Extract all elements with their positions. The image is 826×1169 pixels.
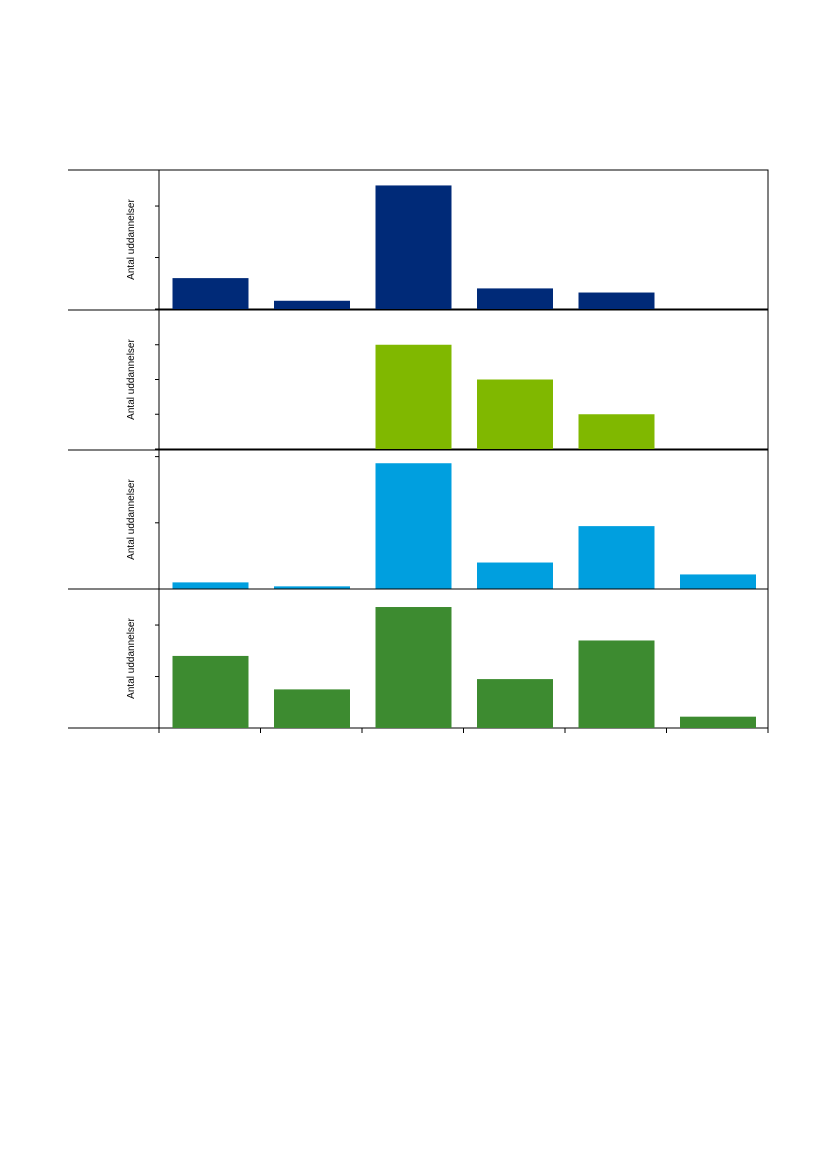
bar-4-3 bbox=[375, 607, 452, 728]
bar-3-3 bbox=[375, 463, 452, 589]
bar-3-1 bbox=[172, 582, 249, 589]
bar-2-3 bbox=[375, 344, 452, 449]
bar-3-5 bbox=[578, 526, 655, 589]
bar-3-6 bbox=[680, 574, 756, 589]
plot-frame-1 bbox=[158, 169, 769, 310]
plot-frame-3 bbox=[158, 449, 769, 590]
bar-4-5 bbox=[578, 640, 655, 728]
y-axis-label-1: Antal uddannelser bbox=[126, 199, 137, 280]
bar-4-1 bbox=[172, 655, 249, 728]
bar-3-4 bbox=[477, 562, 553, 589]
plot-frame-2 bbox=[158, 309, 769, 450]
y-axis-label-4: Antal uddannelser bbox=[126, 618, 137, 699]
bar-1-5 bbox=[578, 292, 655, 309]
bar-1-2 bbox=[274, 300, 350, 309]
plot-frame-4 bbox=[158, 588, 769, 729]
bar-4-2 bbox=[274, 689, 350, 728]
bar-3-2 bbox=[274, 586, 350, 589]
y-axis-label-2: Antal uddannelser bbox=[126, 339, 137, 420]
bar-1-1 bbox=[172, 278, 249, 309]
bar-4-4 bbox=[477, 679, 553, 728]
bar-4-6 bbox=[680, 716, 756, 728]
bar-1-4 bbox=[477, 288, 553, 309]
bar-2-5 bbox=[578, 414, 655, 449]
y-axis-label-3: Antal uddannelser bbox=[126, 479, 137, 560]
bar-1-3 bbox=[375, 185, 452, 309]
bar-2-4 bbox=[477, 379, 553, 449]
